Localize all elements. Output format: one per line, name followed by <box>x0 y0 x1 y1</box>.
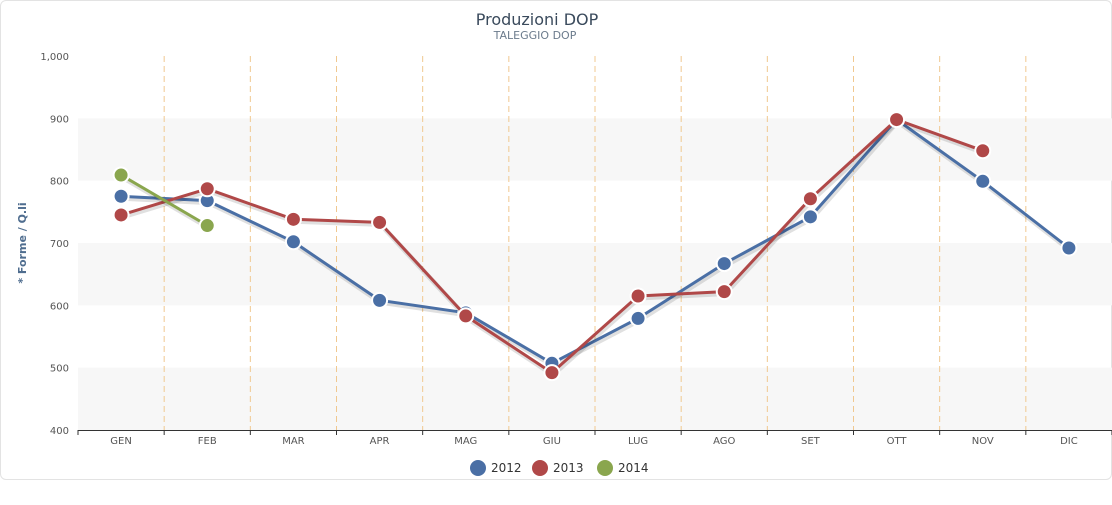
data-point <box>112 206 130 224</box>
y-tick-label: 1,000 <box>40 52 69 63</box>
legend-label: 2014 <box>618 461 649 475</box>
data-point <box>284 210 302 228</box>
series-2014 <box>112 166 216 235</box>
x-tick-label: GEN <box>110 436 132 447</box>
legend-marker <box>532 460 548 476</box>
series-line <box>121 118 1070 365</box>
x-tick-label: OTT <box>887 436 908 447</box>
x-tick-label: FEB <box>198 436 217 447</box>
legend-marker <box>597 460 613 476</box>
x-tick-label: MAR <box>282 436 304 447</box>
y-tick-label: 700 <box>50 239 69 250</box>
x-tick-label: GIU <box>543 436 561 447</box>
data-point <box>715 283 733 301</box>
chart-title: Produzioni DOP <box>476 10 599 29</box>
month-separators <box>163 56 1027 430</box>
data-point <box>974 172 992 190</box>
legend: 2012 2013 2014 <box>470 460 649 476</box>
x-tick-label: NOV <box>972 436 994 447</box>
data-point <box>112 187 130 205</box>
plot-band <box>78 243 1112 306</box>
y-axis-ticks: 400 500 600 700 800 900 1,000 <box>40 52 69 437</box>
data-point <box>112 166 130 184</box>
data-point <box>284 233 302 251</box>
data-point <box>198 217 216 235</box>
x-axis: GEN FEB MAR APR MAG GIU LUG AGO SET OTT NOV DIC <box>77 430 1112 447</box>
data-point <box>801 208 819 226</box>
data-point <box>371 291 389 309</box>
series-group <box>112 111 1078 382</box>
data-point <box>974 142 992 160</box>
chart-subtitle: TALEGGIO DOP <box>493 29 577 42</box>
legend-item-2013[interactable]: 2013 <box>532 460 584 476</box>
data-point <box>198 180 216 198</box>
x-tick-label: SET <box>801 436 821 447</box>
data-point <box>715 255 733 273</box>
y-tick-label: 600 <box>50 301 69 312</box>
x-tick-label: APR <box>370 436 390 447</box>
data-point <box>543 364 561 382</box>
x-tick-label: LUG <box>628 436 648 447</box>
data-point <box>629 309 647 327</box>
data-point <box>801 190 819 208</box>
series-2012 <box>112 111 1078 372</box>
y-tick-label: 400 <box>50 426 69 437</box>
series-2013 <box>112 111 992 382</box>
data-point <box>888 111 906 129</box>
y-axis-label: * Forme / Q.li <box>16 202 29 283</box>
y-tick-label: 800 <box>50 177 69 188</box>
x-tick-label: DIC <box>1060 436 1078 447</box>
legend-item-2014[interactable]: 2014 <box>597 460 649 476</box>
data-point <box>629 287 647 305</box>
data-point <box>371 213 389 231</box>
data-point <box>457 307 475 325</box>
x-tick-label: AGO <box>713 436 735 447</box>
legend-label: 2012 <box>491 461 522 475</box>
y-tick-label: 500 <box>50 364 69 375</box>
x-tick-label: MAG <box>454 436 477 447</box>
legend-item-2012[interactable]: 2012 <box>470 460 522 476</box>
legend-marker <box>470 460 486 476</box>
series-line <box>120 173 209 227</box>
data-point <box>1060 239 1078 257</box>
legend-label: 2013 <box>553 461 584 475</box>
y-tick-label: 900 <box>50 114 69 125</box>
